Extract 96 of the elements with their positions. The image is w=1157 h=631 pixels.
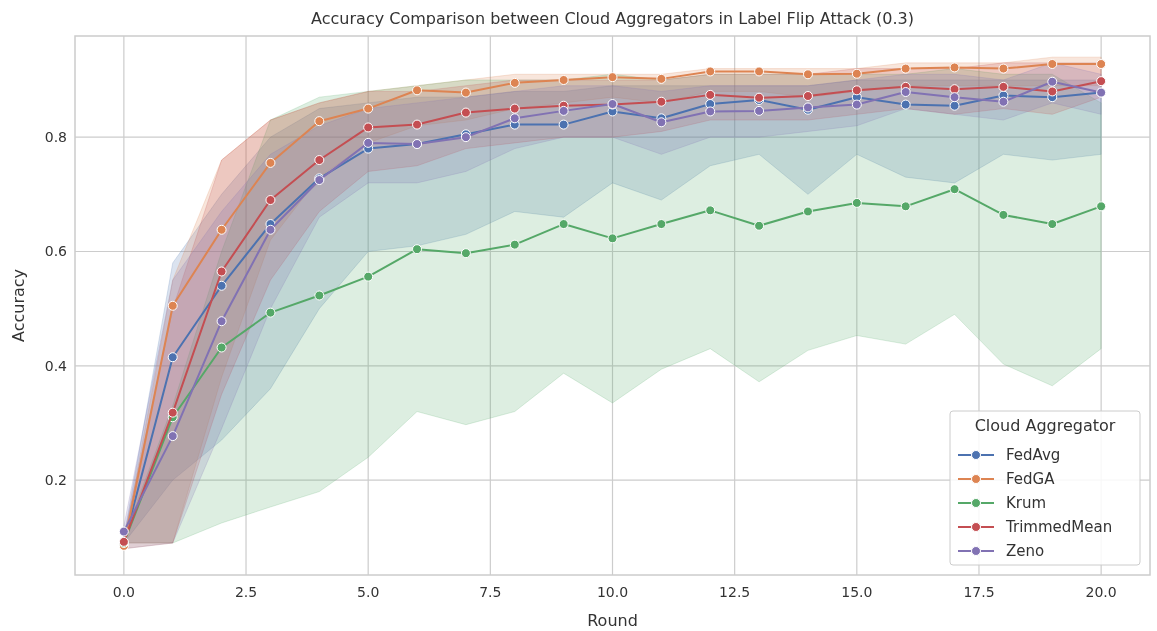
x-tick-label: 20.0 — [1085, 584, 1117, 600]
point — [607, 72, 618, 83]
point — [558, 75, 569, 86]
point — [216, 342, 227, 353]
point — [460, 248, 471, 259]
point — [314, 155, 325, 166]
point — [1047, 86, 1058, 97]
point — [656, 73, 667, 84]
point — [1096, 59, 1107, 70]
point — [216, 280, 227, 291]
point — [851, 85, 862, 96]
point — [363, 122, 374, 133]
point — [998, 63, 1009, 74]
point — [558, 219, 569, 230]
point — [460, 107, 471, 118]
x-tick-label: 17.5 — [963, 584, 995, 600]
point — [705, 205, 716, 216]
point — [656, 117, 667, 128]
point — [851, 99, 862, 110]
legend-title: Cloud Aggregator — [974, 416, 1116, 435]
point — [802, 91, 813, 102]
point — [216, 266, 227, 277]
point — [509, 103, 520, 114]
x-tick-label: 7.5 — [479, 584, 502, 600]
point — [1047, 59, 1058, 70]
point — [949, 62, 960, 73]
y-tick-label: 0.4 — [44, 357, 68, 374]
point — [167, 431, 178, 442]
legend-label: Zeno — [1006, 542, 1045, 561]
point — [265, 157, 276, 168]
point — [1047, 76, 1058, 87]
point — [754, 105, 765, 116]
point — [949, 184, 960, 195]
point — [265, 307, 276, 318]
x-tick-label: 2.5 — [234, 584, 258, 600]
point — [558, 105, 569, 116]
point — [705, 106, 716, 117]
point — [851, 68, 862, 79]
point — [1096, 201, 1107, 212]
point — [607, 233, 618, 244]
x-axis-title: Round — [587, 611, 638, 630]
legend-label: FedGA — [1006, 470, 1056, 489]
point — [900, 63, 911, 74]
point — [314, 116, 325, 127]
point — [949, 92, 960, 103]
x-tick-label: 15.0 — [841, 584, 873, 600]
point — [900, 87, 911, 98]
point — [705, 66, 716, 77]
point — [1047, 219, 1058, 230]
point — [900, 201, 911, 212]
point — [314, 290, 325, 301]
legend-label: FedAvg — [1006, 446, 1061, 465]
point — [558, 119, 569, 130]
point — [167, 352, 178, 363]
x-tick-label: 12.5 — [719, 584, 751, 600]
point — [656, 219, 667, 230]
chart-title: Accuracy Comparison between Cloud Aggregators in Label Flip Attack (0.3) — [311, 9, 914, 28]
point — [998, 209, 1009, 220]
y-tick-label: 0.8 — [44, 129, 67, 146]
y-tick-label: 0.6 — [44, 243, 68, 260]
point — [412, 244, 423, 255]
point — [265, 195, 276, 206]
point — [656, 96, 667, 107]
point — [412, 85, 423, 96]
point — [754, 66, 765, 77]
point — [167, 300, 178, 311]
x-tick-label: 0.0 — [112, 584, 135, 600]
y-axis-title: Accuracy — [9, 268, 28, 343]
point — [363, 137, 374, 148]
x-tick-label: 5.0 — [357, 584, 380, 600]
legend-label: TrimmedMean — [1005, 518, 1113, 537]
point — [851, 197, 862, 208]
legend-label: Krum — [1006, 494, 1047, 513]
point — [998, 96, 1009, 107]
point — [900, 99, 911, 110]
point — [216, 224, 227, 235]
x-tick-label: 10.0 — [596, 584, 629, 600]
point — [1096, 76, 1107, 87]
point — [998, 81, 1009, 92]
point — [802, 69, 813, 80]
point — [802, 206, 813, 217]
point — [363, 103, 374, 114]
point — [754, 220, 765, 231]
point — [509, 239, 520, 250]
point — [216, 316, 227, 327]
point — [265, 224, 276, 235]
point — [509, 113, 520, 124]
y-tick-label: 0.2 — [44, 472, 67, 489]
point — [363, 271, 374, 282]
point — [412, 119, 423, 130]
point — [509, 77, 520, 88]
point — [705, 89, 716, 100]
point — [118, 526, 129, 537]
point — [167, 407, 178, 418]
point — [949, 100, 960, 111]
point — [460, 87, 471, 98]
